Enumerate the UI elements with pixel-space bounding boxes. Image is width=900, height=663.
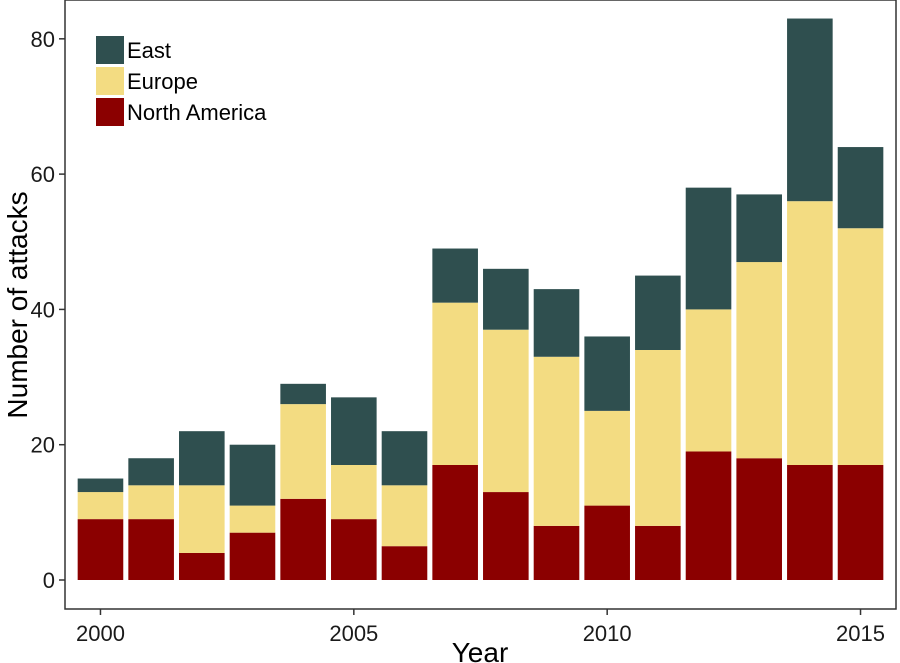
bar-east-2014: [787, 18, 833, 202]
bar-north-america-2000: [77, 519, 124, 580]
bar-europe-2005: [331, 465, 377, 520]
bar-north-america-2009: [533, 525, 580, 580]
bar-europe-2006: [381, 485, 428, 547]
bar-north-america-2007: [432, 465, 478, 580]
bar-east-2010: [584, 336, 630, 411]
bars-layer: [77, 18, 884, 580]
y-tick-label-20: 20: [31, 433, 55, 458]
bar-east-2001: [128, 458, 174, 486]
bar-east-2002: [179, 431, 225, 486]
bar-north-america-2015: [837, 465, 884, 580]
bar-north-america-2010: [584, 505, 630, 580]
bar-europe-2013: [736, 262, 782, 459]
x-tick-label-2005: 2005: [329, 621, 378, 646]
legend-swatch-europe: [96, 67, 124, 95]
bar-east-2003: [229, 444, 276, 506]
bar-europe-2004: [280, 404, 326, 499]
bar-europe-2009: [533, 356, 580, 526]
bar-east-2011: [635, 275, 681, 350]
bar-north-america-2003: [229, 532, 276, 580]
bar-east-2015: [837, 147, 884, 229]
y-tick-label-60: 60: [31, 162, 55, 187]
bar-east-2000: [77, 478, 124, 493]
x-axis-title: Year: [452, 637, 509, 663]
bar-east-2012: [685, 187, 732, 310]
y-tick-label-0: 0: [43, 568, 55, 593]
bar-europe-2007: [432, 302, 478, 465]
bar-east-2008: [483, 268, 529, 330]
y-tick-label-40: 40: [31, 297, 55, 322]
legend-label-north-america: North America: [127, 100, 267, 125]
bar-north-america-2013: [736, 458, 782, 580]
bar-europe-2008: [483, 329, 529, 493]
y-tick-label-80: 80: [31, 27, 55, 52]
bar-east-2013: [736, 194, 782, 263]
bar-north-america-2004: [280, 498, 326, 580]
y-axis-title: Number of attacks: [2, 191, 33, 418]
legend-label-europe: Europe: [127, 69, 198, 94]
bar-north-america-2005: [331, 519, 377, 580]
bar-north-america-2008: [483, 492, 529, 580]
bar-north-america-2006: [381, 546, 428, 580]
bar-north-america-2002: [179, 552, 225, 580]
legend-swatch-north-america: [96, 98, 124, 126]
x-tick-label-2015: 2015: [836, 621, 885, 646]
bar-east-2009: [533, 289, 580, 357]
bar-north-america-2011: [635, 525, 681, 580]
bar-europe-2011: [635, 350, 681, 526]
bar-europe-2002: [179, 485, 225, 553]
bar-europe-2003: [229, 505, 276, 533]
bar-europe-2014: [787, 201, 833, 465]
bar-east-2004: [280, 383, 326, 405]
bar-europe-2015: [837, 228, 884, 465]
x-axis: 2000 2005 2010 2015: [76, 609, 885, 646]
y-axis: 0 20 40 60 80: [31, 27, 65, 593]
bar-north-america-2014: [787, 465, 833, 580]
bar-north-america-2001: [128, 519, 174, 580]
legend-label-east: East: [127, 38, 171, 63]
bar-europe-2010: [584, 410, 630, 506]
bar-east-2005: [331, 397, 377, 465]
x-tick-label-2010: 2010: [583, 621, 632, 646]
bar-europe-2001: [128, 485, 174, 520]
legend-swatch-east: [96, 36, 124, 64]
bar-europe-2012: [685, 309, 732, 452]
bar-east-2007: [432, 248, 478, 303]
bar-europe-2000: [77, 492, 124, 520]
legend: East Europe North America: [96, 36, 267, 126]
x-tick-label-2000: 2000: [76, 621, 125, 646]
bar-north-america-2012: [685, 451, 732, 580]
bar-east-2006: [381, 431, 428, 486]
